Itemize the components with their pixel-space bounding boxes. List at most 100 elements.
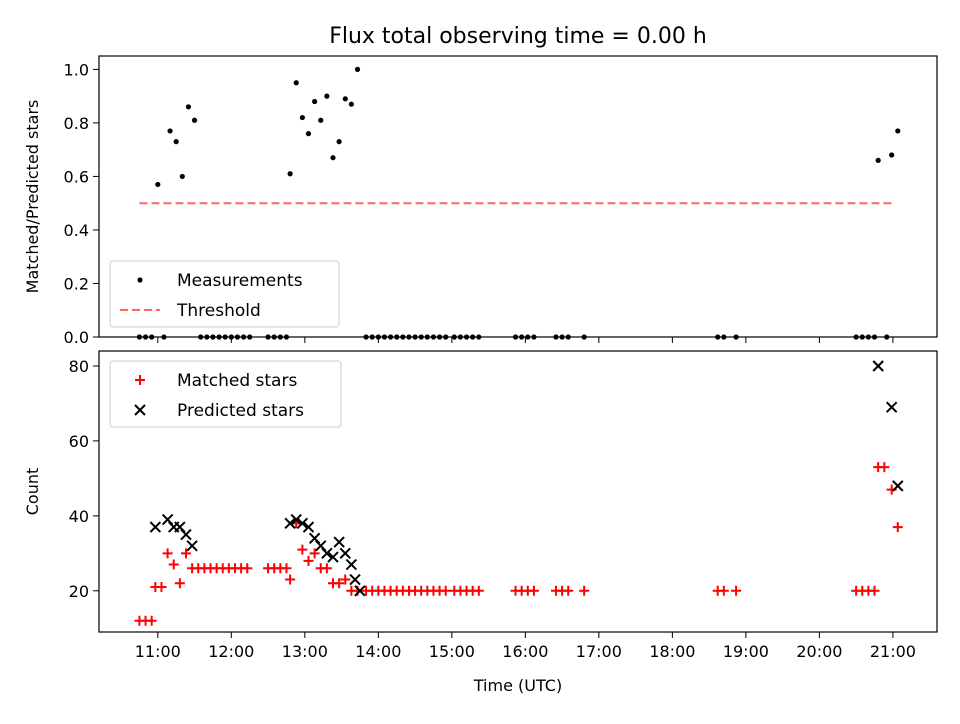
legend-box — [109, 260, 340, 328]
measurement-point — [342, 96, 348, 102]
legend-label: Measurements — [177, 271, 303, 291]
x-tick-label: 14:00 — [355, 642, 401, 661]
predicted-star-marker — [892, 480, 904, 492]
y-tick-label: 1.0 — [64, 60, 89, 79]
legend-matched-swatch — [135, 375, 145, 385]
legend-predicted-swatch — [134, 404, 146, 416]
predicted-star-marker — [354, 585, 366, 597]
predicted-star-marker — [149, 521, 162, 533]
x-tick-label: 17:00 — [576, 642, 622, 661]
measurement-point — [354, 66, 361, 72]
measurement-point — [179, 173, 185, 180]
y-tick-label: 40 — [69, 507, 89, 526]
measurement-point — [155, 181, 161, 188]
matched-star-marker — [440, 585, 451, 596]
measurement-point — [336, 139, 342, 145]
plot-frame — [98, 350, 938, 633]
matched-star-marker — [242, 563, 253, 574]
predicted-star-marker — [180, 528, 192, 541]
measurement-point — [287, 171, 293, 177]
matched-star-marker — [473, 585, 484, 596]
predicted-star-marker — [284, 517, 296, 530]
x-tick-label: 16:00 — [502, 642, 548, 661]
x-tick-label: 21:00 — [870, 642, 916, 661]
matched-star-marker — [156, 582, 167, 593]
measurement-point — [191, 117, 198, 123]
x-tick-label: 19:00 — [723, 642, 769, 661]
y-axis-label: Matched/Predicted stars — [23, 100, 42, 294]
legend-label: Threshold — [176, 301, 261, 321]
predicted-star-marker — [345, 558, 358, 571]
x-tick-label: 18:00 — [649, 642, 695, 661]
measurement-point — [312, 98, 318, 105]
matched-star-marker — [563, 585, 574, 596]
matched-star-marker — [146, 615, 157, 626]
star-count-panel: 11:00 12:00 13:00 14:00 15:00 16:00 17:00 18:00… — [23, 350, 938, 695]
matched-star-marker — [180, 548, 191, 559]
measurement-point — [167, 128, 173, 134]
x-tick-label: 12:00 — [208, 642, 254, 661]
matched-star-marker — [162, 548, 173, 559]
matched-star-marker — [879, 462, 890, 473]
x-axis-label: Time (UTC) — [473, 676, 562, 695]
matched-star-marker — [334, 578, 345, 589]
y-tick-label: 0.2 — [64, 274, 89, 293]
matched-star-marker — [303, 555, 314, 566]
predicted-star-marker — [290, 513, 302, 526]
matched-star-marker — [297, 544, 308, 555]
y-tick-label: 20 — [69, 582, 89, 601]
predicted-star-marker — [302, 521, 315, 533]
matched-star-marker — [285, 574, 296, 585]
measurement-point — [895, 128, 901, 134]
legend-label: Predicted stars — [177, 401, 304, 421]
matched-star-marker — [340, 574, 351, 585]
x-tick-label: 11:00 — [135, 642, 181, 661]
measurement-point — [330, 155, 336, 161]
measurement-point — [173, 139, 179, 145]
matched-star-marker — [168, 559, 179, 570]
matched-star-marker — [731, 585, 742, 596]
predicted-star-marker — [296, 517, 309, 530]
measurement-point — [875, 157, 881, 163]
predicted-star-marker — [321, 547, 333, 560]
y-tick-label: 0.6 — [64, 167, 89, 186]
matched-star-marker — [892, 522, 903, 533]
measurement-point — [293, 80, 299, 86]
legend-label: Matched stars — [177, 371, 297, 391]
chart-title: Flux total observing time = 0.00 h — [329, 24, 707, 49]
y-tick-label: 0.8 — [64, 114, 89, 133]
predicted-star-marker — [333, 536, 345, 548]
matched-star-marker — [869, 585, 880, 596]
x-tick-label: 15:00 — [429, 642, 475, 661]
x-tick-label: 13:00 — [282, 642, 328, 661]
predicted-star-marker — [885, 401, 898, 413]
legend: Matched stars Predicted stars — [109, 360, 342, 428]
measurement-point — [889, 152, 895, 158]
flux-ratio-panel: Flux total observing time = 0.00 h 0.0 0.2… — [23, 24, 938, 347]
predicted-star-marker — [186, 540, 198, 552]
matched-star-marker — [281, 563, 292, 574]
plot-frame — [98, 55, 938, 338]
y-tick-label: 0.0 — [64, 328, 89, 347]
measurement-point — [324, 93, 330, 99]
matched-star-marker — [174, 578, 185, 589]
predicted-star-marker — [339, 547, 351, 560]
predicted-star-marker — [349, 573, 361, 586]
measurement-point — [305, 131, 312, 137]
measurement-point — [318, 117, 324, 123]
matched-star-marker — [321, 563, 332, 574]
predicted-star-marker — [872, 360, 884, 372]
legend-box — [109, 360, 342, 428]
predicted-star-marker — [327, 551, 339, 563]
legend-measurement-swatch — [137, 277, 143, 283]
y-tick-label: 0.4 — [64, 221, 89, 240]
y-tick-label: 60 — [69, 432, 89, 451]
matched-star-marker — [309, 548, 320, 559]
y-axis-label: Count — [23, 468, 42, 516]
legend: Measurements Threshold — [109, 260, 340, 328]
y-tick-label: 80 — [69, 357, 89, 376]
matched-star-marker — [528, 585, 539, 596]
matched-star-marker — [579, 585, 590, 596]
matched-star-marker — [718, 585, 729, 596]
